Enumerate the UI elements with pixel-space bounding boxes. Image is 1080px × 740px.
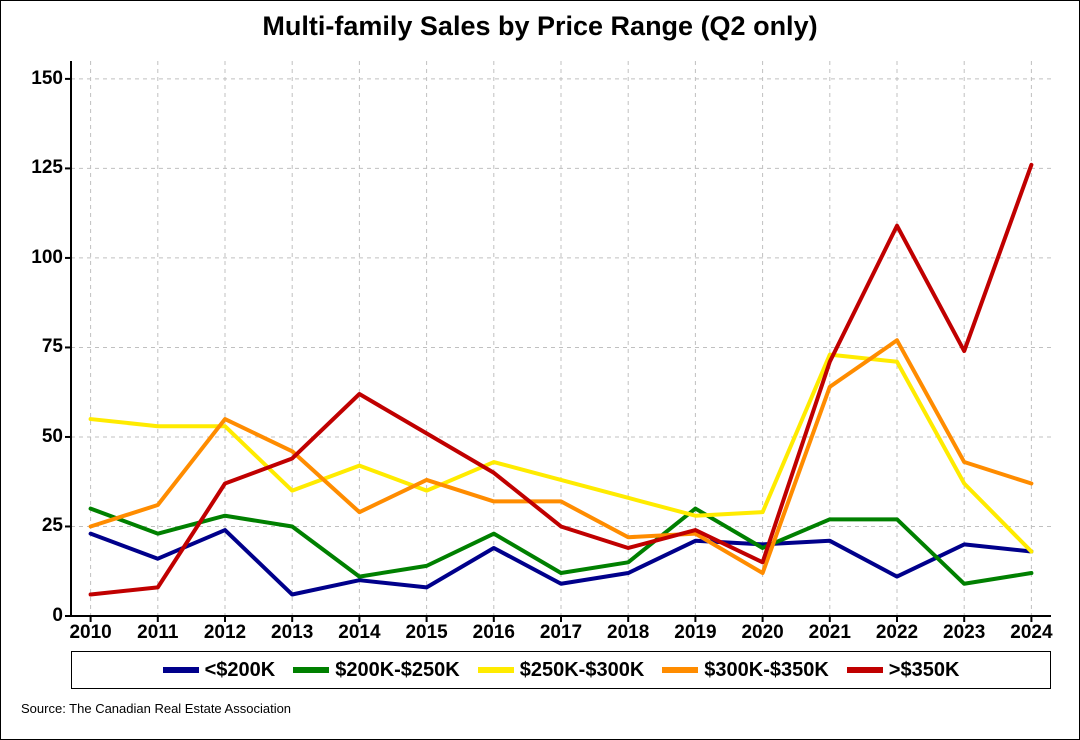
chart-title: Multi-family Sales by Price Range (Q2 on…	[1, 11, 1079, 42]
y-tick-label: 125	[31, 157, 63, 179]
y-tick-label: 150	[31, 68, 63, 90]
legend-label: <$200K	[205, 659, 276, 682]
legend-swatch	[478, 667, 514, 673]
x-tick-label: 2015	[405, 622, 447, 644]
x-tick-label: 2020	[741, 622, 783, 644]
chart-svg	[71, 61, 1051, 616]
source-text: Source: The Canadian Real Estate Associa…	[21, 701, 291, 716]
y-tick-label: 25	[42, 515, 63, 537]
legend-swatch	[847, 667, 883, 673]
legend-label: $200K-$250K	[335, 659, 460, 682]
x-tick-label: 2024	[1010, 622, 1052, 644]
chart-container: Multi-family Sales by Price Range (Q2 on…	[0, 0, 1080, 740]
y-tick-label: 0	[52, 605, 63, 627]
plot-area: 0255075100125150201020112012201320142015…	[71, 61, 1051, 616]
legend-item: $300K-$350K	[662, 659, 829, 682]
x-tick-label: 2012	[204, 622, 246, 644]
x-tick-label: 2013	[271, 622, 313, 644]
legend: <$200K $200K-$250K $250K-$300K $300K-$350K >…	[71, 651, 1051, 689]
x-tick-label: 2010	[69, 622, 111, 644]
legend-swatch	[293, 667, 329, 673]
x-tick-label: 2021	[809, 622, 851, 644]
x-tick-label: 2019	[674, 622, 716, 644]
y-tick-label: 100	[31, 247, 63, 269]
x-tick-label: 2014	[338, 622, 380, 644]
x-tick-label: 2011	[137, 622, 178, 644]
legend-swatch	[662, 667, 698, 673]
x-tick-label: 2022	[876, 622, 918, 644]
y-tick-label: 50	[42, 426, 63, 448]
x-tick-label: 2016	[473, 622, 515, 644]
legend-item: >$350K	[847, 659, 960, 682]
x-tick-label: 2017	[540, 622, 582, 644]
x-tick-label: 2023	[943, 622, 985, 644]
legend-swatch	[163, 667, 199, 673]
legend-label: $250K-$300K	[520, 659, 645, 682]
legend-item: <$200K	[163, 659, 276, 682]
legend-item: $250K-$300K	[478, 659, 645, 682]
y-tick-label: 75	[42, 336, 63, 358]
x-tick-label: 2018	[607, 622, 649, 644]
legend-item: $200K-$250K	[293, 659, 460, 682]
legend-label: >$350K	[889, 659, 960, 682]
legend-label: $300K-$350K	[704, 659, 829, 682]
